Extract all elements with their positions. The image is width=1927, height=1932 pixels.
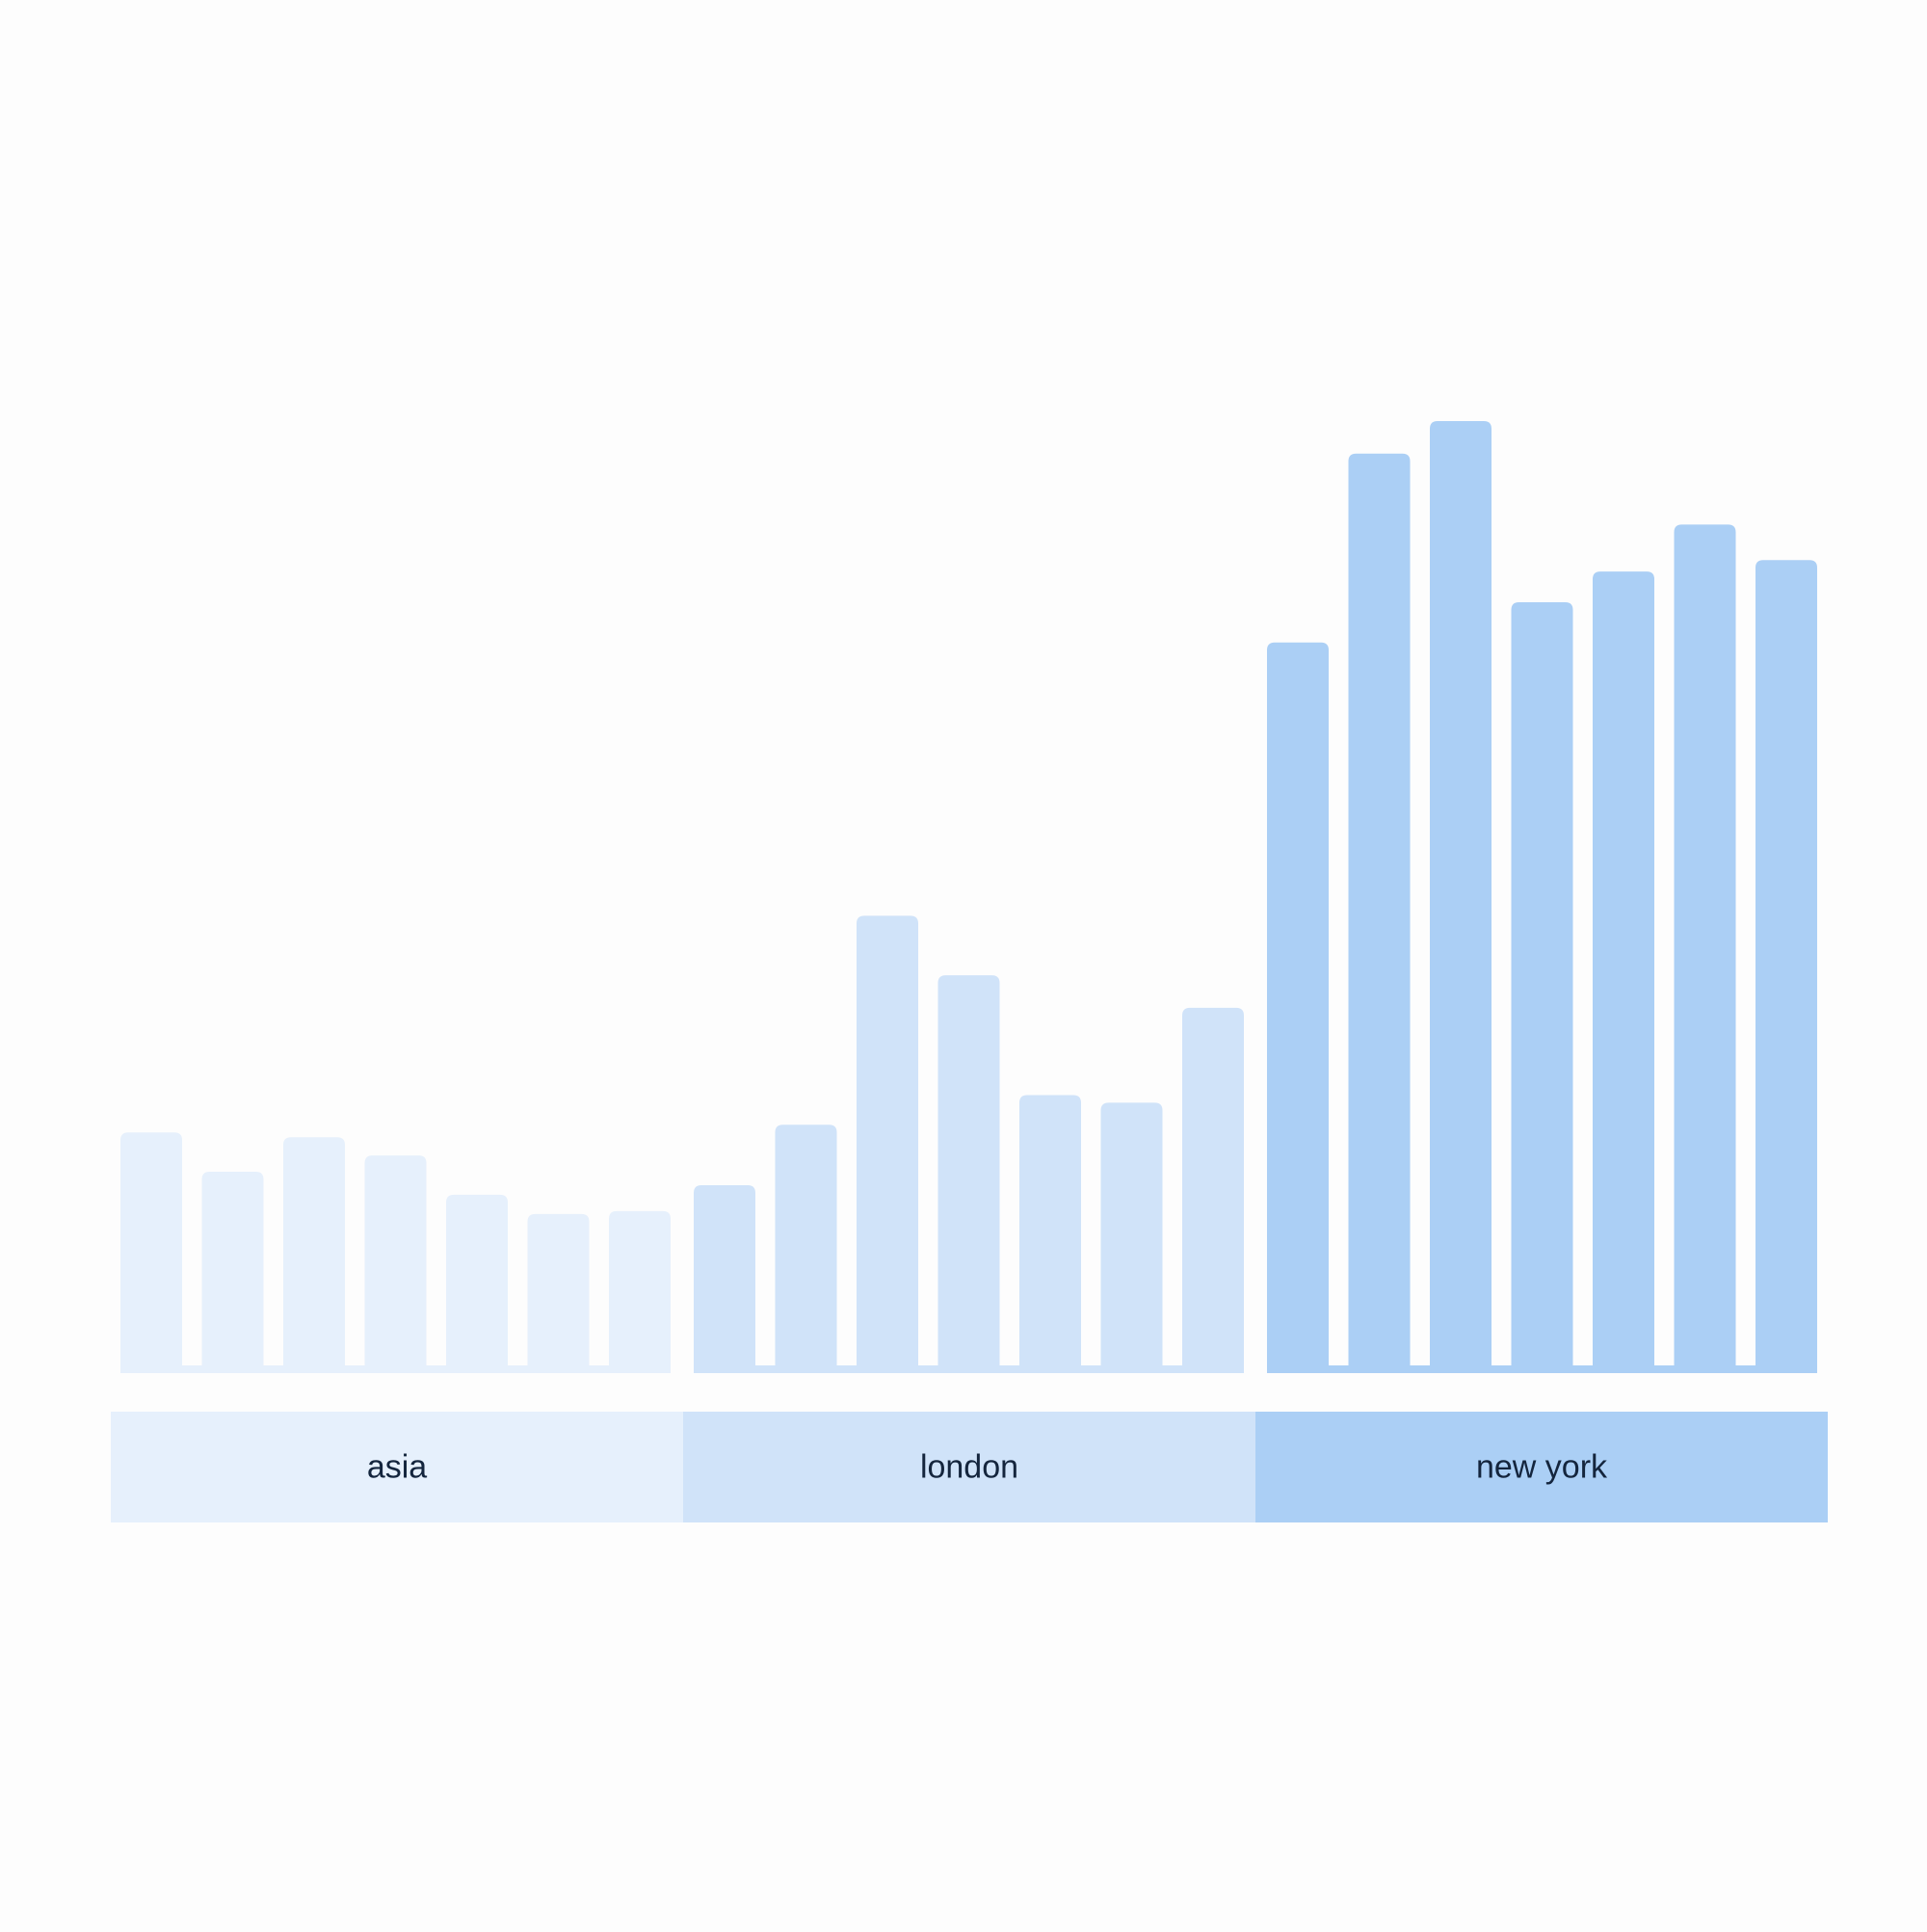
bars-layer bbox=[120, 420, 1817, 1374]
bar-new-york-3 bbox=[1430, 420, 1491, 1374]
bar-asia-7 bbox=[609, 1210, 671, 1373]
bar-asia-6 bbox=[527, 1213, 590, 1373]
bar-new-york-7 bbox=[1755, 560, 1817, 1373]
bar-new-york-4 bbox=[1511, 602, 1573, 1373]
category-label-london: london bbox=[920, 1448, 1018, 1485]
category-band-asia bbox=[111, 1412, 683, 1522]
category-label-new-york: new york bbox=[1476, 1448, 1608, 1485]
category-band-new-york bbox=[1255, 1412, 1828, 1522]
bar-asia-3 bbox=[283, 1137, 345, 1373]
bar-asia-2 bbox=[201, 1172, 264, 1373]
bar-asia-4 bbox=[364, 1155, 427, 1373]
bar-new-york-2 bbox=[1348, 453, 1411, 1373]
bar-london-6 bbox=[1100, 1102, 1163, 1373]
bar-london-4 bbox=[937, 975, 1000, 1373]
bar-asia-1 bbox=[120, 1132, 182, 1373]
bar-new-york-1 bbox=[1267, 642, 1329, 1373]
bar-new-york-6 bbox=[1674, 524, 1736, 1373]
bar-london-5 bbox=[1019, 1095, 1081, 1373]
group-labels-layer: asia london new york bbox=[111, 1412, 1828, 1522]
bar-london-2 bbox=[775, 1125, 837, 1373]
bar-london-7 bbox=[1182, 1007, 1244, 1373]
category-band-london bbox=[683, 1412, 1255, 1522]
bar-london-1 bbox=[694, 1184, 755, 1373]
bar-london-3 bbox=[857, 915, 918, 1373]
bar-asia-5 bbox=[446, 1194, 508, 1373]
category-label-asia: asia bbox=[367, 1448, 427, 1485]
bar-new-york-5 bbox=[1593, 571, 1654, 1373]
